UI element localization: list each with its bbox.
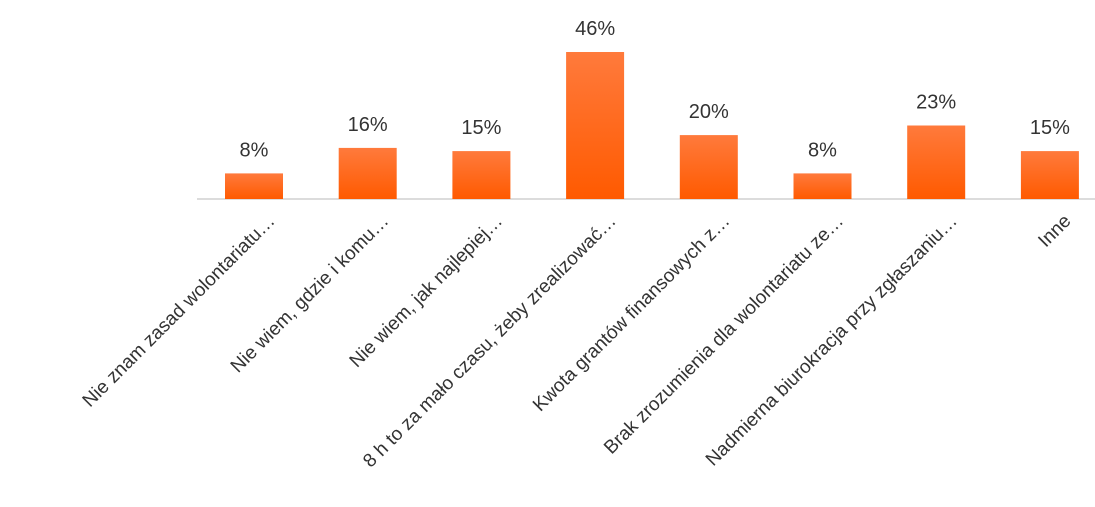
data-label: 8%: [240, 139, 269, 161]
bar: [452, 151, 511, 199]
value-labels-group: 8% 16% 15% 46% 20% 8% 23% 15%: [240, 18, 1071, 161]
data-label: 16%: [348, 114, 388, 136]
category-label: Brak zrozumienia dla wolontariatu ze…: [600, 211, 848, 459]
data-label: 23%: [916, 92, 956, 114]
category-labels-group: Nie znam zasad wolontariatu…Nie wiem, gd…: [79, 211, 1076, 472]
category-label: Kwota grantów finansowych z…: [529, 211, 734, 416]
category-label: Inne: [1034, 211, 1075, 252]
bar: [907, 125, 966, 199]
bar: [679, 135, 738, 199]
data-label: 15%: [1030, 117, 1070, 139]
data-label: 46%: [575, 18, 615, 40]
bar: [1020, 151, 1079, 199]
data-label: 15%: [461, 117, 501, 139]
data-label: 8%: [808, 139, 837, 161]
category-label: Nie znam zasad wolontariatu…: [79, 211, 280, 412]
bar: [338, 147, 397, 199]
bar: [566, 52, 625, 199]
bar: [225, 173, 283, 199]
data-label: 20%: [689, 101, 729, 123]
category-label: Nadmierna biurokracja przy zgłaszaniu…: [702, 211, 962, 471]
bars-group: [225, 52, 1079, 199]
bar: [793, 173, 852, 199]
category-label: 8 h to za mało czasu, żeby zrealizować…: [359, 211, 620, 472]
